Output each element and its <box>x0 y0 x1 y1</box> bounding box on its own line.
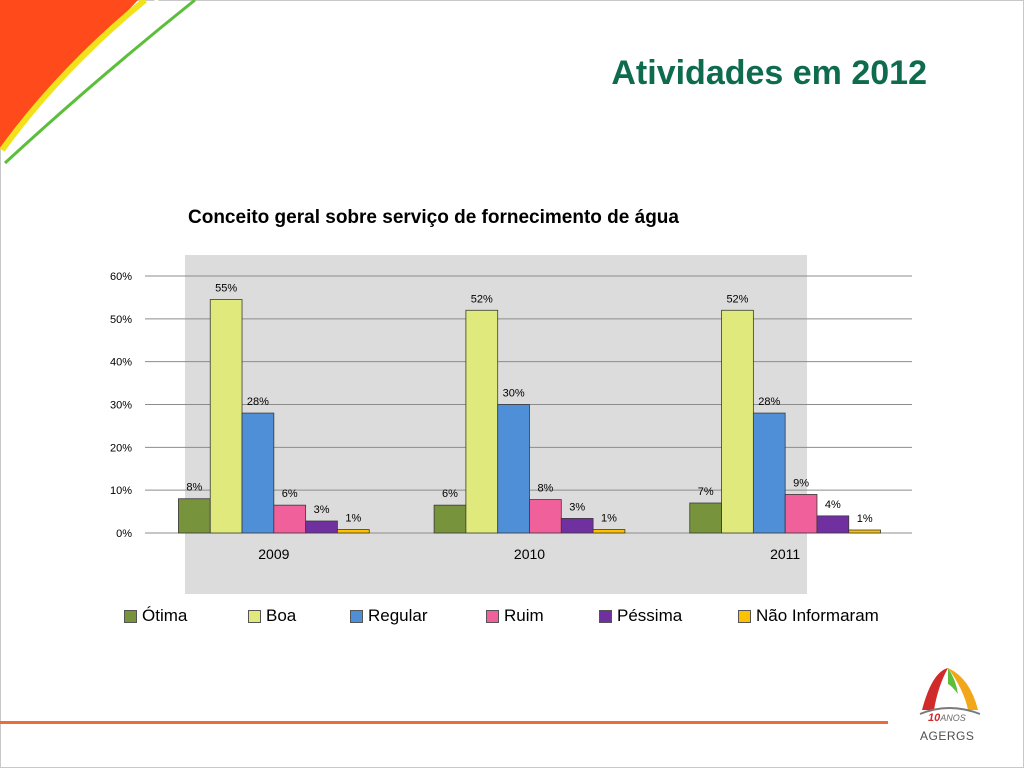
bar <box>816 515 850 534</box>
legend-item: Péssima <box>599 606 682 626</box>
x-tick-label: 2011 <box>770 546 800 562</box>
y-axis-ticks: 0% 10% 20% 30% 40% 50% 60% <box>110 271 132 540</box>
legend-swatch <box>248 609 261 623</box>
legend-label: Não Informaram <box>756 606 879 625</box>
bar <box>848 529 881 534</box>
logo-name: AGERGS <box>920 729 975 743</box>
legend-swatch <box>599 609 612 623</box>
data-labels: 8% 55% 28% 6% 3% 1% 6% 52% 30% 8% 3% 1% 7% 52% 28% 9% 4%… <box>186 283 872 525</box>
slide-title: Atividades em 2012 <box>611 54 927 92</box>
y-tick-label: 30% <box>110 400 132 412</box>
bar <box>465 309 499 534</box>
bar <box>273 504 307 534</box>
data-label: 52% <box>471 293 493 305</box>
corner-decoration <box>0 0 196 165</box>
legend-swatch <box>486 609 499 623</box>
data-label: 4% <box>825 499 841 511</box>
legend-label: Péssima <box>617 606 683 625</box>
legend-swatch <box>738 609 751 623</box>
data-label: 52% <box>726 293 748 305</box>
bar <box>241 412 275 534</box>
bar-chart: 0% 10% 20% 30% 40% 50% 60% 8% 55% 28% 6% 3% 1% 6% 52%… <box>110 255 912 594</box>
x-axis-ticks: 2009 2010 2011 <box>258 546 800 562</box>
data-label: 1% <box>601 513 617 525</box>
legend-item: Não Informaram <box>738 606 879 626</box>
chart-legend: Ótima Boa Regular Ruim Péssima Não Informaram <box>0 606 1024 630</box>
bar <box>337 529 370 534</box>
legend-item: Ótima <box>124 606 187 626</box>
bar <box>305 520 338 534</box>
agergs-logo: 10ANOS AGERGS <box>912 664 986 750</box>
data-label: 28% <box>758 396 780 408</box>
y-tick-label: 20% <box>110 442 132 454</box>
data-label: 28% <box>247 396 269 408</box>
data-label: 3% <box>569 501 585 513</box>
x-tick-label: 2010 <box>514 546 545 562</box>
bar <box>560 518 594 534</box>
bar <box>497 404 530 534</box>
bar <box>529 499 562 534</box>
y-tick-label: 50% <box>110 314 132 326</box>
bar <box>433 504 467 534</box>
data-label: 7% <box>698 486 714 498</box>
bar <box>592 529 626 534</box>
logo-years-text: 10ANOS <box>928 712 966 724</box>
y-tick-label: 40% <box>110 357 132 369</box>
data-label: 30% <box>503 388 525 400</box>
x-tick-label: 2009 <box>258 546 289 562</box>
y-tick-label: 60% <box>110 271 132 283</box>
chart-title: Conceito geral sobre serviço de fornecim… <box>188 207 679 228</box>
data-label: 6% <box>442 488 458 500</box>
data-label: 8% <box>186 482 202 494</box>
data-label: 1% <box>345 513 361 525</box>
data-label: 8% <box>537 483 553 495</box>
bar <box>689 502 722 534</box>
legend-item: Ruim <box>486 606 544 626</box>
bar <box>752 412 786 534</box>
legend-item: Boa <box>248 606 296 626</box>
logo-arcs-icon <box>919 668 981 715</box>
bar <box>721 309 754 534</box>
legend-item: Regular <box>350 606 428 626</box>
data-label: 3% <box>314 504 330 516</box>
y-tick-label: 0% <box>116 528 132 540</box>
y-tick-label: 10% <box>110 485 132 497</box>
legend-swatch <box>124 609 137 623</box>
legend-label: Regular <box>368 606 428 625</box>
data-label: 55% <box>215 283 237 295</box>
legend-label: Ruim <box>504 606 544 625</box>
bars <box>178 299 881 534</box>
bar <box>209 299 243 534</box>
bar <box>784 494 818 534</box>
legend-label: Ótima <box>142 606 188 625</box>
legend-swatch <box>350 609 363 623</box>
data-label: 6% <box>282 488 298 500</box>
data-label: 9% <box>793 477 809 489</box>
data-label: 1% <box>857 513 873 525</box>
footer-divider <box>0 721 888 724</box>
legend-label: Boa <box>266 606 297 625</box>
bar <box>178 498 211 534</box>
